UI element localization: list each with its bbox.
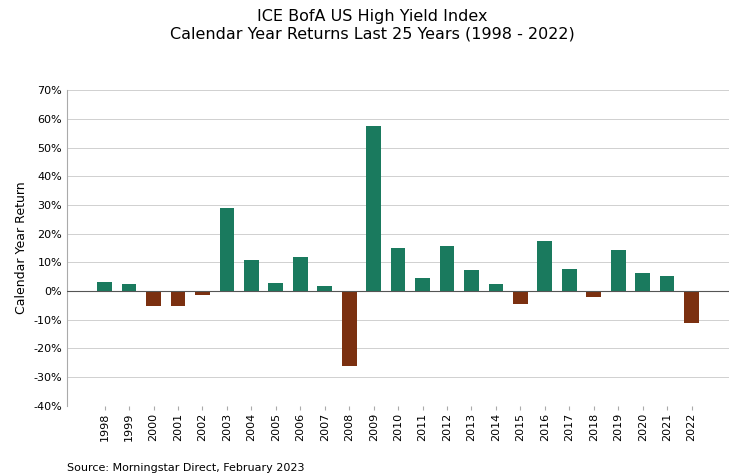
Bar [537, 241, 552, 291]
Bar [660, 276, 675, 291]
Y-axis label: Calendar Year Return: Calendar Year Return [15, 181, 28, 314]
Bar [464, 270, 479, 291]
Bar [513, 291, 527, 304]
Text: Source: Morningstar Direct, February 2023: Source: Morningstar Direct, February 202… [67, 463, 304, 473]
Bar [244, 260, 259, 291]
Bar [635, 273, 650, 291]
Bar [440, 247, 455, 291]
Bar [293, 257, 307, 291]
Text: ICE BofA US High Yield Index
Calendar Year Returns Last 25 Years (1998 - 2022): ICE BofA US High Yield Index Calendar Ye… [170, 10, 574, 42]
Bar [122, 284, 136, 291]
Bar [269, 283, 283, 291]
Bar [318, 285, 332, 291]
Bar [391, 247, 405, 291]
Bar [170, 291, 185, 305]
Bar [611, 250, 626, 291]
Bar [586, 291, 601, 297]
Bar [219, 208, 234, 291]
Bar [366, 126, 381, 291]
Bar [341, 291, 356, 366]
Bar [195, 291, 210, 295]
Bar [489, 284, 503, 291]
Bar [146, 291, 161, 305]
Bar [684, 291, 699, 323]
Bar [415, 278, 430, 291]
Bar [97, 282, 112, 291]
Bar [562, 269, 577, 291]
